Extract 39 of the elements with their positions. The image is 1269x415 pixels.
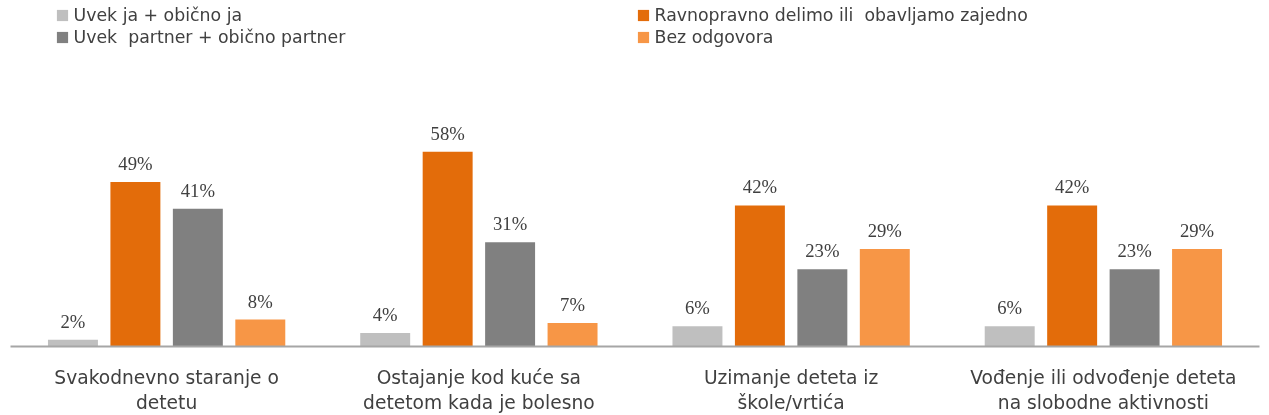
bar	[547, 322, 598, 347]
bar	[1172, 249, 1223, 347]
data-label: 6%	[997, 297, 1023, 319]
x-tick-label: Uzimanje deteta iz škole/vrtića	[703, 366, 879, 413]
bar	[172, 208, 223, 347]
x-tick-label: Svakodnevno staranje o detetu	[54, 366, 279, 413]
bar	[797, 269, 848, 347]
legend-label: Uvek ja + obično ja	[73, 5, 244, 25]
data-label: 29%	[867, 220, 902, 242]
legend-label: Bez odgovora	[654, 27, 775, 47]
legend-label: Ravnopravno delimo ili obavljamo zajedno	[654, 5, 1029, 25]
bar	[859, 249, 910, 347]
data-label: 23%	[1117, 240, 1152, 262]
data-label: 2%	[60, 310, 86, 332]
x-tick-label: Vođenje ili odvođenje deteta na slobodne aktivnosti	[970, 366, 1237, 413]
bar	[1047, 205, 1098, 347]
data-label: 42%	[1055, 176, 1090, 198]
data-label: 31%	[493, 213, 528, 235]
bar	[984, 326, 1035, 347]
data-label: 7%	[560, 293, 585, 315]
data-label: 29%	[1179, 220, 1215, 242]
bar	[422, 151, 473, 347]
bar	[360, 333, 411, 347]
bar	[734, 205, 785, 347]
legend-label: Uvek partner + obično partner	[73, 27, 347, 47]
data-label: 42%	[742, 176, 777, 198]
bar	[672, 326, 723, 347]
x-tick-label: Ostajanje kod kuće sa detetom kada je bolesno	[363, 366, 595, 413]
bar	[485, 242, 536, 347]
data-label: 6%	[685, 297, 710, 319]
data-label: 4%	[372, 304, 398, 326]
data-label: 23%	[805, 240, 840, 262]
data-label: 41%	[180, 179, 215, 201]
bar	[1109, 269, 1160, 347]
data-label: 49%	[118, 152, 153, 174]
bar	[235, 319, 286, 347]
bar	[110, 181, 161, 347]
data-label: 58%	[430, 122, 465, 144]
data-label: 8%	[247, 290, 273, 312]
